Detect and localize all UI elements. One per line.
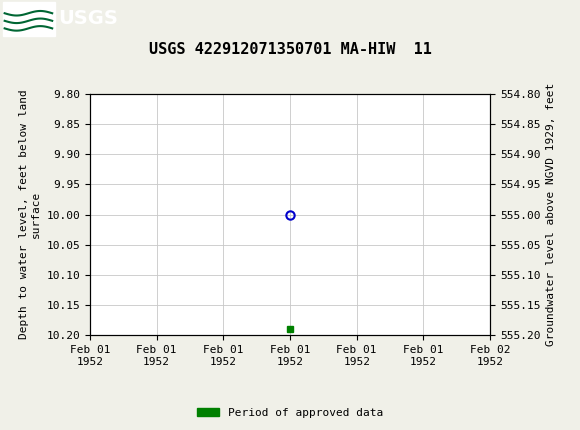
Y-axis label: Groundwater level above NGVD 1929, feet: Groundwater level above NGVD 1929, feet bbox=[546, 83, 556, 346]
Y-axis label: Depth to water level, feet below land
surface: Depth to water level, feet below land su… bbox=[19, 90, 41, 339]
Legend: Period of approved data: Period of approved data bbox=[193, 403, 387, 422]
Text: USGS 422912071350701 MA-HIW  11: USGS 422912071350701 MA-HIW 11 bbox=[148, 42, 432, 57]
Bar bbox=[3, 2, 55, 36]
Text: USGS: USGS bbox=[58, 9, 118, 28]
